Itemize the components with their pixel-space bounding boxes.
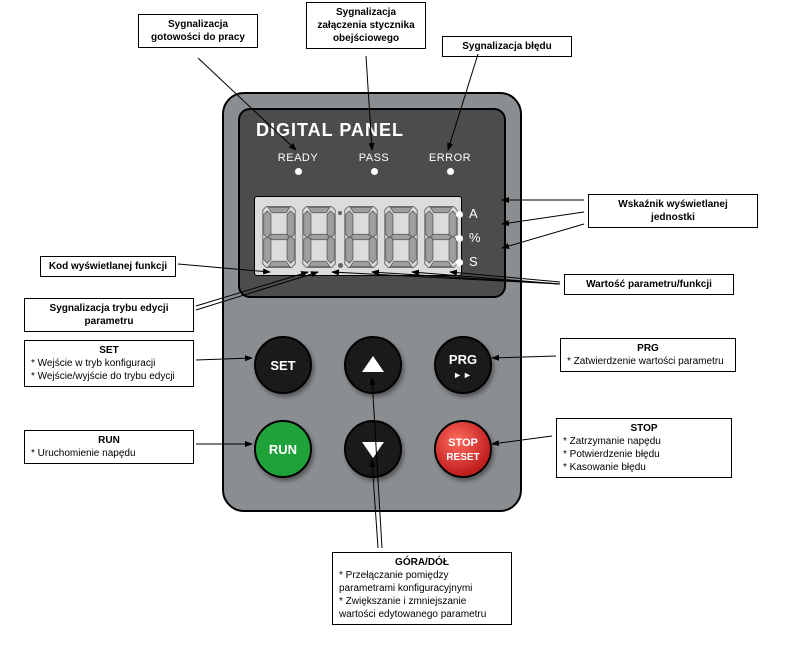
callout-line: Wejście/wyjście do trybu edycji <box>31 370 187 383</box>
callout-pass: Sygnalizacja załączenia stycznika obejśc… <box>306 2 426 49</box>
status-led-ready: READY <box>268 152 328 178</box>
callout-line: Uruchomienie napędu <box>31 447 187 460</box>
callout-title: GÓRA/DÓŁ <box>339 556 505 569</box>
status-led-label: ERROR <box>420 152 480 164</box>
callout-line: Zwiększanie i zmniejszanie wartości edyt… <box>339 595 505 621</box>
callout-edit: Sygnalizacja trybu edycji parametru <box>24 298 194 332</box>
led-dot-icon <box>456 211 463 218</box>
status-led-label: READY <box>268 152 328 164</box>
run-button[interactable]: RUN <box>254 420 312 478</box>
callout-body: Wejście w tryb konfiguracjiWejście/wyjśc… <box>31 357 187 383</box>
callout-stop: STOPZatrzymanie napęduPotwierdzenie błęd… <box>556 418 732 478</box>
status-led-error: ERROR <box>420 152 480 178</box>
unit-indicator-%: % <box>456 226 494 250</box>
callout-line: Przełączanie pomiędzy parametrami konfig… <box>339 569 505 595</box>
down-arrow-icon <box>360 436 386 462</box>
run-button-label: RUN <box>256 442 310 457</box>
callout-title: Wskaźnik wyświetlanej jednostki <box>595 198 751 224</box>
led-dot-icon <box>447 168 454 175</box>
callout-ready: Sygnalizacja gotowości do pracy <box>138 14 258 48</box>
status-led-pass: PASS <box>344 152 404 178</box>
callout-line: Zatrzymanie napędu <box>563 435 725 448</box>
stop-button-label-bottom: RESET <box>436 452 490 463</box>
callout-title: RUN <box>31 434 187 447</box>
panel-title: DIGITAL PANEL <box>256 120 404 141</box>
led-dot-icon <box>456 259 463 266</box>
up-button[interactable] <box>344 336 402 394</box>
unit-indicator-a: A <box>456 202 494 226</box>
up-arrow-icon <box>360 352 386 378</box>
callout-prg: PRGZatwierdzenie wartości parametru <box>560 338 736 372</box>
prg-button-label-bottom: ►► <box>436 370 490 380</box>
callout-line: Kasowanie błędu <box>563 461 725 474</box>
seven-segment-display <box>254 196 462 276</box>
unit-indicator-column: A% S <box>456 202 494 274</box>
callout-body: Uruchomienie napędu <box>31 447 187 460</box>
callout-title: Wartość parametru/funkcji <box>571 278 727 291</box>
callout-title: Sygnalizacja załączenia stycznika obejśc… <box>313 6 419 45</box>
callout-code: Kod wyświetlanej funkcji <box>40 256 176 277</box>
callout-title: Sygnalizacja gotowości do pracy <box>145 18 251 44</box>
display-bezel: DIGITAL PANEL READY PASS ERROR <box>238 108 506 298</box>
callout-line: Zatwierdzenie wartości parametru <box>567 355 729 368</box>
callout-line: Wejście w tryb konfiguracji <box>31 357 187 370</box>
seven-segment-digit <box>423 203 459 271</box>
callout-run: RUNUruchomienie napędu <box>24 430 194 464</box>
callout-body: Zatwierdzenie wartości parametru <box>567 355 729 368</box>
callout-body: Zatrzymanie napęduPotwierdzenie błęduKas… <box>563 435 725 474</box>
set-button-label: SET <box>256 358 310 373</box>
led-dot-icon <box>295 168 302 175</box>
callout-title: SET <box>31 344 187 357</box>
seven-segment-digit <box>343 203 379 271</box>
set-button[interactable]: SET <box>254 336 312 394</box>
status-led-label: PASS <box>344 152 404 164</box>
callout-title: Sygnalizacja trybu edycji parametru <box>31 302 187 328</box>
digital-panel: DIGITAL PANEL READY PASS ERROR <box>222 92 522 512</box>
unit-label: S <box>469 254 478 269</box>
callout-value: Wartość parametru/funkcji <box>564 274 734 295</box>
callout-title: PRG <box>567 342 729 355</box>
status-led-row: READY PASS ERROR <box>240 152 504 192</box>
unit-label: A <box>469 206 478 221</box>
callout-units: Wskaźnik wyświetlanej jednostki <box>588 194 758 228</box>
down-button[interactable] <box>344 420 402 478</box>
callout-body: Przełączanie pomiędzy parametrami konfig… <box>339 569 505 621</box>
prg-button[interactable]: PRG ►► <box>434 336 492 394</box>
callout-title: STOP <box>563 422 725 435</box>
stop-button-label-top: STOP <box>436 437 490 449</box>
seven-segment-digit <box>383 203 419 271</box>
keypad: SET PRG ►► RUN STOP RESET <box>254 330 490 490</box>
prg-button-label-top: PRG <box>436 352 490 367</box>
led-dot-icon <box>456 235 463 242</box>
unit-label: % <box>469 230 481 245</box>
callout-error: Sygnalizacja błędu <box>442 36 572 57</box>
stop-reset-button[interactable]: STOP RESET <box>434 420 492 478</box>
unit-indicator-s: S <box>456 250 494 274</box>
callout-set: SETWejście w tryb konfiguracjiWejście/wy… <box>24 340 194 387</box>
seven-segment-digit <box>301 203 337 271</box>
led-dot-icon <box>371 168 378 175</box>
callout-updown: GÓRA/DÓŁPrzełączanie pomiędzy parametram… <box>332 552 512 625</box>
seven-segment-digit <box>261 203 297 271</box>
callout-title: Sygnalizacja błędu <box>449 40 565 53</box>
callout-title: Kod wyświetlanej funkcji <box>47 260 169 273</box>
callout-line: Potwierdzenie błędu <box>563 448 725 461</box>
colon-dot <box>338 211 342 215</box>
